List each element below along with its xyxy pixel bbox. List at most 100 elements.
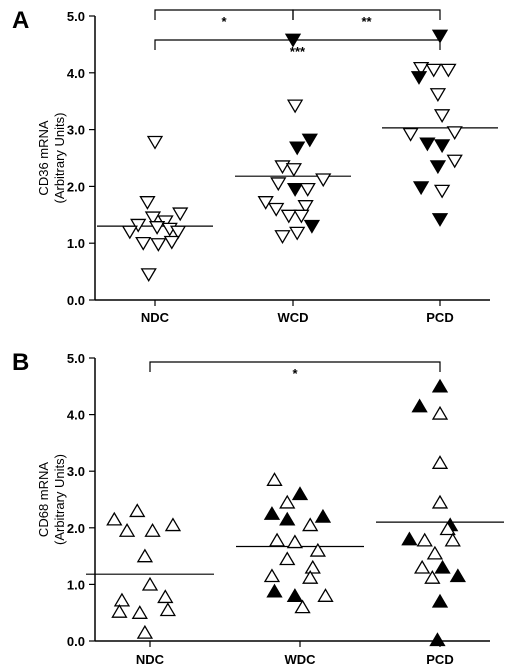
data-point-filled	[401, 531, 418, 546]
data-point-open	[274, 230, 291, 244]
data-point-open	[309, 542, 326, 557]
y-tick-label: 1.0	[67, 577, 85, 592]
data-point-open	[106, 511, 123, 526]
data-point-filled	[289, 141, 306, 156]
y-tick-label: 5.0	[67, 351, 85, 366]
data-point-open	[412, 62, 430, 76]
data-point-filled	[429, 632, 446, 647]
data-point-open	[416, 532, 433, 547]
data-point-open	[268, 202, 285, 217]
data-point-open	[148, 221, 166, 235]
data-point-open	[121, 225, 138, 240]
data-point-open	[317, 588, 334, 602]
y-tick-label: 0.0	[67, 634, 85, 649]
data-point-open	[266, 472, 283, 486]
data-point-open	[429, 88, 447, 102]
y-tick-label: 2.0	[67, 179, 85, 194]
data-point-open	[144, 523, 161, 537]
data-point-open	[297, 200, 314, 214]
data-point-open	[146, 135, 164, 150]
data-point-open	[163, 235, 180, 250]
data-point-open	[431, 494, 449, 509]
data-point-open	[302, 570, 319, 584]
data-point-open	[131, 605, 148, 619]
y-axis-label: CD36 mRNA	[36, 120, 51, 195]
data-point-open	[294, 599, 311, 614]
data-point-filled	[314, 508, 332, 523]
category-label: NDC	[136, 652, 165, 667]
data-point-open	[433, 109, 451, 123]
category-label: PCD	[426, 310, 453, 325]
data-point-filled	[431, 378, 449, 393]
data-point-open	[285, 163, 302, 177]
data-point-open	[304, 559, 321, 574]
data-point-filled	[431, 213, 449, 227]
data-point-open	[280, 209, 297, 224]
y-tick-label: 5.0	[67, 9, 85, 24]
data-point-open	[444, 532, 461, 547]
data-point-filled	[419, 137, 436, 152]
data-point-open	[433, 184, 451, 199]
significance-label: *	[292, 366, 298, 381]
significance-bracket	[149, 361, 441, 372]
significance-label: *	[221, 14, 227, 29]
data-point-filled	[410, 71, 428, 85]
y-tick-label: 0.0	[67, 293, 85, 308]
data-point-open	[172, 207, 189, 222]
panel-b: B 0.0 1.0 2.0 3.0 4.0 5.0 CD68 mRNA (Arbitrary U…	[12, 349, 504, 667]
data-point-open	[257, 196, 274, 210]
y-tick-label: 2.0	[67, 521, 85, 536]
data-point-open	[169, 225, 187, 240]
data-point-open	[136, 624, 154, 639]
data-point-filled	[301, 133, 318, 148]
data-point-open	[130, 218, 147, 233]
data-point-open	[431, 455, 449, 469]
y-axis-label-units: (Arbitrary Units)	[52, 454, 67, 545]
data-point-filled	[303, 219, 321, 234]
data-point-open	[157, 589, 174, 604]
data-point-open	[150, 238, 167, 252]
panel-letter: B	[12, 349, 29, 376]
data-point-filled	[286, 588, 304, 602]
data-point-open	[425, 63, 442, 78]
data-point-filled	[429, 160, 447, 175]
significance-bracket	[154, 39, 441, 50]
data-point-filled	[279, 511, 296, 526]
data-point-open	[302, 517, 319, 532]
y-axis-label-units: (Arbitrary Units)	[52, 112, 67, 203]
data-point-open	[440, 63, 457, 78]
data-point-open	[159, 602, 176, 617]
data-point-open	[446, 154, 463, 169]
data-point-open	[268, 532, 286, 547]
data-point-open	[144, 211, 162, 226]
data-point-filled	[433, 139, 451, 154]
data-point-open	[111, 603, 128, 618]
y-tick-label: 4.0	[67, 408, 85, 423]
significance-bracket	[292, 9, 441, 20]
data-point-open	[274, 160, 291, 175]
data-point-filled	[412, 181, 430, 196]
data-point-open	[113, 592, 131, 607]
data-point-open	[299, 182, 316, 197]
data-point-open	[414, 559, 431, 574]
category-label: WDC	[284, 652, 316, 667]
y-tick-label: 4.0	[67, 66, 85, 81]
category-label: WCD	[277, 310, 308, 325]
panel-a: A 0.0 1.0 2.0 3.0 4.0 5.0 CD36 mRNA (Arbitrary U…	[12, 7, 498, 325]
data-point-filled	[434, 559, 451, 574]
y-tick-label: 1.0	[67, 236, 85, 251]
data-point-filled	[431, 593, 449, 608]
data-point-filled	[411, 398, 428, 413]
data-point-open	[279, 551, 296, 566]
data-point-open	[446, 126, 463, 141]
data-point-open	[164, 517, 182, 532]
data-point-filled	[449, 568, 466, 583]
data-point-open	[424, 570, 441, 584]
data-point-open	[263, 568, 281, 583]
data-point-filled	[284, 33, 302, 48]
y-axis-label: CD68 mRNA	[36, 462, 51, 537]
data-point-filled	[266, 583, 283, 598]
significance-label: **	[361, 14, 372, 29]
significance-label: ***	[290, 44, 306, 59]
data-point-filled	[431, 29, 449, 44]
